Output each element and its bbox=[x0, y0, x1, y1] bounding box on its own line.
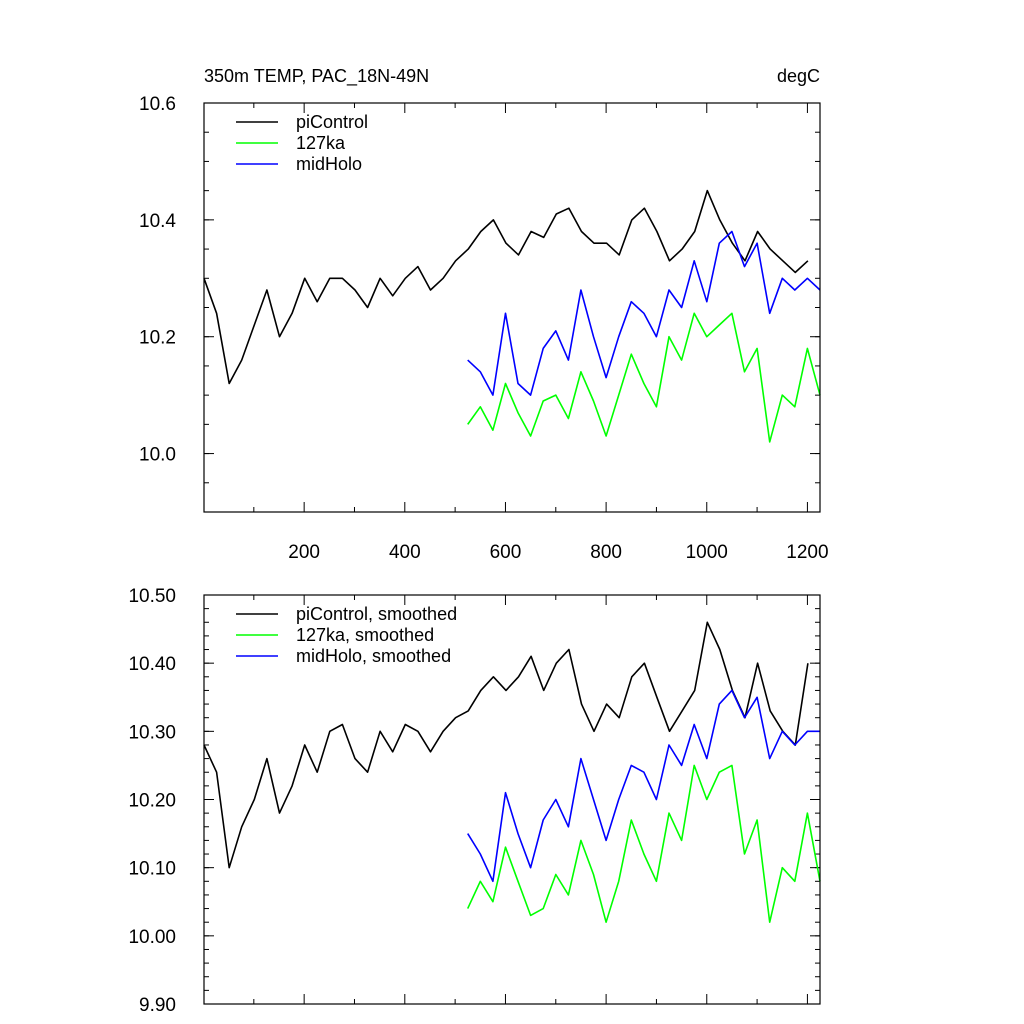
y-tick-label: 10.10 bbox=[128, 859, 176, 880]
top-panel-frame bbox=[203, 102, 821, 513]
legend-label: 127ka bbox=[296, 133, 346, 153]
legend-label: 127ka, smoothed bbox=[296, 625, 434, 645]
y-tick-label: 10.6 bbox=[139, 94, 176, 115]
bottom-panel-series bbox=[203, 621, 821, 924]
series-line-picontrol bbox=[203, 621, 809, 869]
x-tick-label: 1000 bbox=[686, 542, 728, 563]
x-tick-label: 200 bbox=[288, 542, 320, 563]
y-tick-label: 10.50 bbox=[128, 586, 176, 607]
series-line-picontrol bbox=[203, 189, 809, 385]
legend-label: piControl bbox=[296, 112, 368, 132]
legend-label: midHolo, smoothed bbox=[296, 646, 451, 666]
x-tick-label: 800 bbox=[590, 542, 622, 563]
units-label: degC bbox=[777, 66, 820, 86]
series-line-midholo bbox=[467, 230, 821, 396]
bottom-panel-frame bbox=[203, 594, 821, 1005]
series-line-127ka bbox=[467, 312, 821, 443]
series-line-127ka bbox=[466, 764, 821, 924]
chart-title: 350m TEMP, PAC_18N-49N bbox=[204, 66, 429, 87]
legend-label: piControl, smoothed bbox=[296, 604, 457, 624]
series-line-midholo bbox=[467, 689, 820, 883]
y-tick-label: 10.40 bbox=[128, 654, 176, 675]
y-tick-label: 9.90 bbox=[139, 995, 176, 1016]
bottom-panel-axes: 9.90 10.00 10.10 10.20 10.30 10.40 10.50 bbox=[128, 586, 820, 1016]
y-tick-label: 10.2 bbox=[139, 328, 176, 349]
y-tick-label: 10.00 bbox=[128, 927, 176, 948]
x-tick-label: 1200 bbox=[786, 542, 828, 563]
y-tick-label: 10.20 bbox=[128, 791, 176, 812]
x-tick-label: 600 bbox=[490, 542, 522, 563]
y-tick-label: 10.4 bbox=[139, 211, 176, 232]
x-tick-label: 400 bbox=[389, 542, 421, 563]
legend-label: midHolo bbox=[296, 154, 362, 174]
top-panel-series bbox=[203, 189, 821, 443]
y-tick-label: 10.30 bbox=[128, 722, 176, 743]
y-tick-label: 10.0 bbox=[139, 445, 176, 466]
